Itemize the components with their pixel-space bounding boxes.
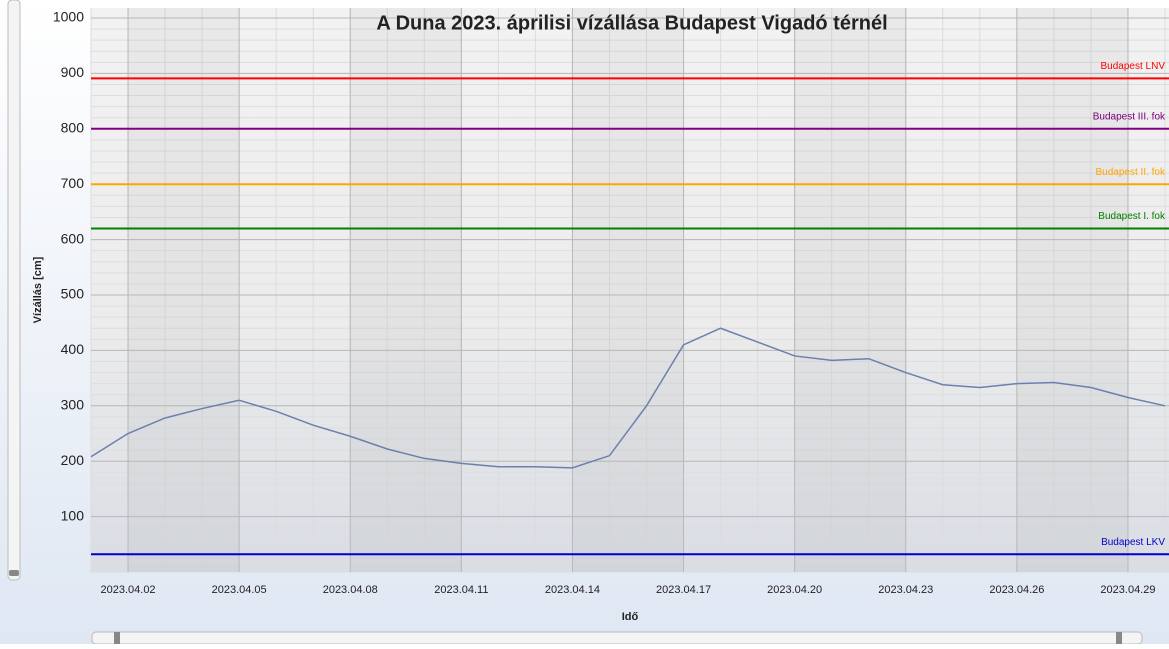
chart-title: A Duna 2023. áprilisi vízállása Budapest… — [376, 12, 887, 34]
plot — [90, 8, 1169, 573]
y-tick-label: 700 — [61, 175, 85, 191]
x-tick-label: 2023.04.20 — [767, 584, 822, 596]
y-axis-title: Vízállás [cm] — [32, 256, 44, 323]
reference-label: Budapest III. fok — [1093, 111, 1166, 122]
x-tick-label: 2023.04.02 — [101, 584, 156, 596]
x-tick-label: 2023.04.08 — [323, 584, 378, 596]
data-line — [90, 327, 1166, 469]
y-tick-label: 400 — [61, 341, 85, 357]
y-tick-label: 200 — [61, 452, 85, 468]
x-tick-label: 2023.04.11 — [434, 584, 488, 596]
band — [1017, 8, 1128, 572]
h-scroll-thumb-left[interactable] — [114, 632, 120, 644]
x-tick-label: 2023.04.29 — [1100, 584, 1155, 596]
plot-area — [91, 8, 1169, 572]
reference-label: Budapest II. fok — [1096, 167, 1166, 178]
y-tick-label: 800 — [61, 120, 85, 136]
x-axis-title: Idő — [622, 611, 639, 623]
band — [795, 8, 906, 572]
y-tick-label: 100 — [61, 507, 85, 523]
y-tick-label: 500 — [61, 286, 85, 302]
x-tick-label: 2023.04.05 — [212, 584, 267, 596]
x-tick-label: 2023.04.26 — [989, 584, 1044, 596]
band — [128, 8, 239, 572]
y-tick-label: 300 — [61, 397, 85, 413]
x-tick-label: 2023.04.17 — [656, 584, 711, 596]
reference-label: Budapest LKV — [1101, 537, 1165, 548]
reference-label: Budapest I. fok — [1098, 211, 1166, 222]
h-scroll-thumb-right[interactable] — [1116, 632, 1122, 644]
band — [572, 8, 683, 572]
band — [350, 8, 461, 572]
y-tick-label: 900 — [61, 64, 85, 80]
y-tick-label: 1000 — [53, 9, 84, 25]
y-tick-label: 600 — [61, 230, 85, 246]
reference-label: Budapest LNV — [1101, 61, 1166, 72]
x-tick-label: 2023.04.23 — [878, 584, 933, 596]
x-tick-label: 2023.04.14 — [545, 584, 600, 596]
v-scrollbar[interactable] — [7, 0, 21, 581]
h-scrollbar[interactable] — [91, 631, 1143, 645]
v-scroll-thumb[interactable] — [9, 570, 19, 576]
